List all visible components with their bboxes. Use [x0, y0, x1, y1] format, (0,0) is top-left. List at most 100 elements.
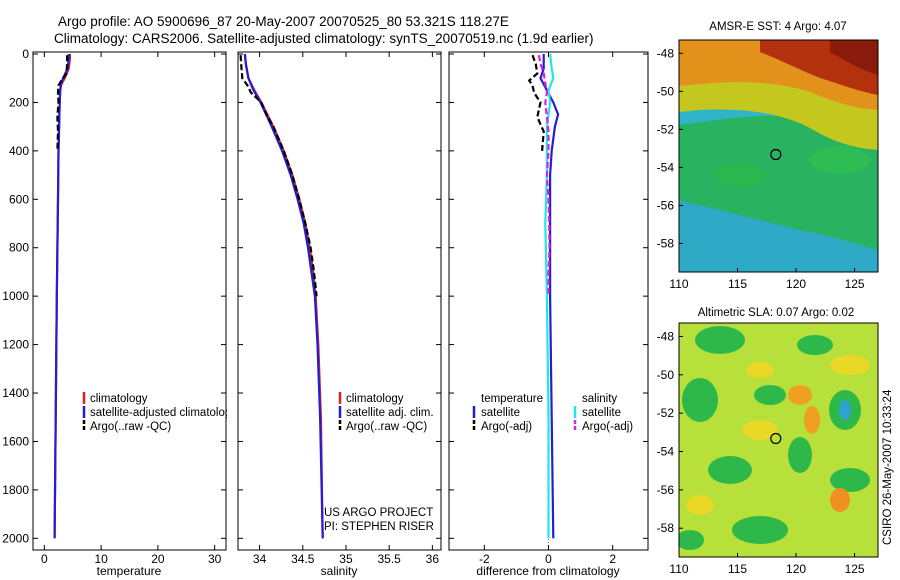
legend-label-sal-satellite: satellite	[582, 407, 621, 419]
y-tick-label: 1400	[2, 386, 29, 400]
x-tick-label: 36	[426, 552, 440, 566]
y-tick-label: 800	[9, 241, 29, 255]
x-tick-label: 30	[208, 552, 222, 566]
x-tick-label: 0	[545, 552, 552, 566]
legend-label-argo: Argo(..raw -QC)	[346, 421, 427, 433]
series-line-salinity-argo-adj-	[537, 54, 551, 297]
x-tick-label: 34	[253, 552, 267, 566]
temperature-legend: climatology satellite-adjusted climatolo…	[82, 392, 237, 433]
argo-float-marker	[770, 148, 782, 161]
legend-label-climatology: climatology	[90, 393, 148, 405]
legend-label-argo: Argo(..raw -QC)	[90, 421, 171, 433]
map-y-tick-label: -58	[657, 236, 675, 250]
series-line-temperature-argo-adj-	[527, 54, 545, 151]
salinity-xlabel: salinity	[321, 564, 358, 578]
panel-gap	[227, 380, 237, 440]
x-tick-label: 35.5	[377, 552, 401, 566]
y-tick-label: 2000	[2, 531, 29, 545]
map-y-tick-label: -48	[657, 46, 675, 60]
y-tick-label: 200	[9, 95, 29, 109]
map-y-tick-label: -58	[657, 521, 675, 535]
sla-blob	[830, 468, 870, 492]
legend-label-satellite: satellite-adjusted climatology	[90, 407, 237, 419]
sst-band-teal-south	[679, 200, 878, 272]
sla-blob	[686, 495, 714, 515]
project-line-2: PI: STEPHEN RISER	[324, 521, 434, 533]
y-tick-label: 600	[9, 192, 29, 206]
sst-patch-green-east	[810, 146, 870, 174]
sla-map-frame	[678, 322, 879, 558]
map-x-tick-label: 125	[845, 277, 865, 291]
sst-map	[679, 40, 878, 272]
map-x-tick-label: 115	[728, 562, 747, 576]
sst-map-title: AMSR-E SST: 4 Argo: 4.07	[709, 21, 846, 33]
sla-blob	[742, 420, 778, 440]
sla-blob	[830, 355, 870, 375]
x-tick-label: 0	[41, 552, 48, 566]
difference-legend: temperature satellite Argo(-adj) salinit…	[472, 393, 633, 433]
series-line-argo-raw-qc-	[239, 55, 318, 297]
y-tick-label: 1800	[2, 483, 29, 497]
legend-label-sal-argo: Argo(-adj)	[582, 421, 633, 433]
legend-heading-temperature: temperature	[481, 393, 543, 405]
map-y-tick-label: -56	[657, 198, 675, 212]
sla-blob	[746, 362, 774, 378]
title-line-2: Climatology: CARS2006. Satellite-adjuste…	[54, 31, 594, 46]
sla-map-title: Altimetric SLA: 0.07 Argo: 0.02	[698, 307, 855, 319]
sst-band-darkred	[830, 40, 878, 75]
series-line-argo-raw-qc-	[56, 55, 69, 151]
x-tick-label: -2	[479, 552, 490, 566]
y-tick-label: 0	[22, 47, 29, 61]
sla-blob	[682, 378, 718, 422]
x-tick-label: 34.5	[291, 552, 315, 566]
series-line-satellite-adj-clim-	[243, 53, 324, 539]
x-tick-label: 2	[609, 552, 616, 566]
legend-label-temp-satellite: satellite	[481, 407, 520, 419]
sst-map-frame	[678, 39, 879, 273]
y-tick-label: 1000	[2, 289, 29, 303]
legend-heading-salinity: salinity	[582, 393, 617, 405]
sla-map	[679, 323, 878, 557]
side-credit: CSIRO 26-May-2007 10:33:24	[882, 389, 894, 545]
sla-blob	[830, 488, 850, 512]
argo-float-marker	[770, 432, 782, 445]
map-y-tick-label: -54	[657, 445, 675, 459]
map-x-tick-label: 110	[669, 277, 688, 291]
salinity-legend: climatology satellite adj. clim. Argo(..…	[338, 392, 434, 433]
map-x-tick-label: 115	[728, 277, 747, 291]
sla-blob	[804, 406, 820, 434]
x-tick-label: 20	[151, 552, 165, 566]
sla-blob	[708, 456, 752, 484]
legend-label-climatology: climatology	[346, 393, 404, 405]
x-tick-label: 10	[94, 552, 108, 566]
sla-blob	[679, 530, 704, 550]
map-y-tick-label: -54	[657, 160, 675, 174]
difference-xlabel: difference from climatology	[476, 564, 619, 578]
y-tick-label: 1200	[2, 338, 29, 352]
map-x-tick-label: 110	[669, 562, 688, 576]
sla-blob	[839, 400, 851, 420]
map-y-tick-label: -50	[657, 84, 675, 98]
map-x-tick-label: 120	[786, 562, 806, 576]
title-line-1: Argo profile: AO 5900696_87 20-May-2007 …	[58, 14, 509, 29]
series-line-temperature-satellite	[539, 54, 560, 539]
sla-blob	[732, 516, 788, 544]
map-y-tick-label: -56	[657, 483, 675, 497]
project-line-1: US ARGO PROJECT	[324, 507, 433, 519]
map-y-tick-label: -48	[657, 329, 675, 343]
map-x-tick-label: 125	[845, 562, 865, 576]
x-tick-label: 35	[339, 552, 353, 566]
salinity-panel	[237, 51, 442, 551]
legend-label-satellite: satellite adj. clim.	[346, 407, 434, 419]
sla-blob	[695, 326, 745, 354]
legend-label-temp-argo: Argo(-adj)	[481, 421, 532, 433]
sla-blob	[788, 385, 812, 405]
sla-blob	[788, 437, 812, 473]
y-tick-label: 1600	[2, 434, 29, 448]
y-tick-label: 400	[9, 144, 29, 158]
temperature-xlabel: temperature	[97, 564, 162, 578]
temperature-panel	[32, 51, 227, 551]
sla-blob	[797, 335, 833, 355]
map-y-tick-label: -52	[657, 406, 675, 420]
